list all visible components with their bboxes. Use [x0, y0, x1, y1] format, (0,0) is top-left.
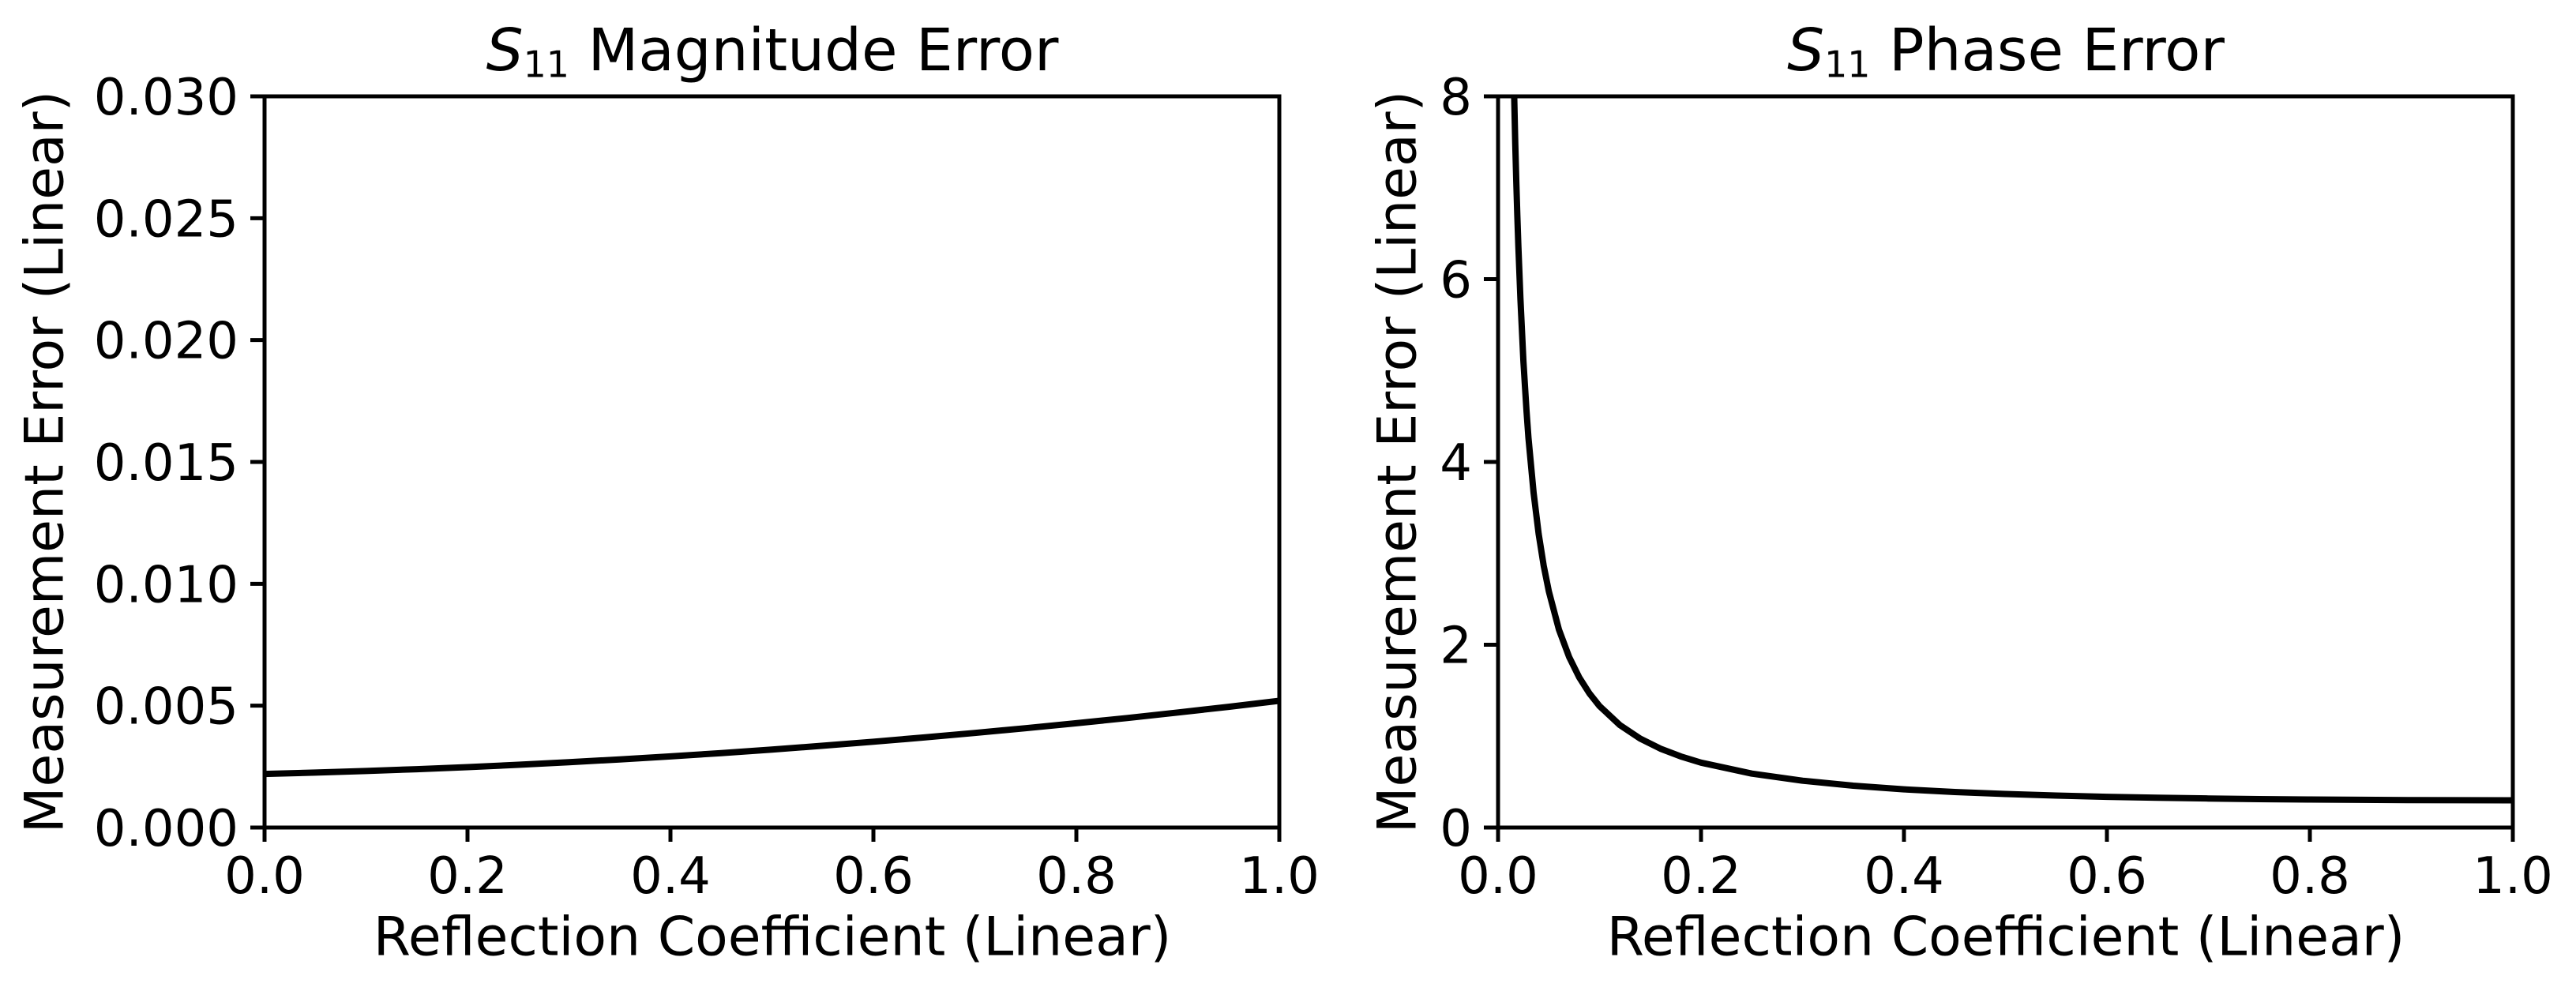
x-tick-label: 0.2	[1661, 847, 1741, 906]
chart1-x-axis-label: Reflection Coefficient (Linear)	[373, 906, 1172, 969]
x-tick-label: 1.0	[2473, 847, 2553, 906]
y-tick-label: 0.025	[94, 190, 238, 249]
x-tick-label: 0.0	[224, 847, 305, 906]
chart2-title-subscript: 11	[1824, 43, 1871, 86]
chart1-y-axis-label: Measurement Error (Linear)	[13, 90, 77, 834]
y-tick-label: 8	[1440, 69, 1472, 127]
y-tick-label: 0.000	[94, 800, 238, 858]
chart2-title: S11 Phase Error	[1787, 17, 2225, 86]
y-tick-label: 0.010	[94, 556, 238, 614]
y-tick-label: 0.015	[94, 434, 238, 493]
x-tick-label: 0.2	[427, 847, 508, 906]
x-tick-label: 0.8	[2270, 847, 2350, 906]
plot-border	[1496, 94, 2515, 830]
chart2-title-text: Phase Error	[1870, 17, 2225, 84]
y-tick-label: 4	[1440, 434, 1472, 493]
y-tick-label: 6	[1440, 252, 1472, 310]
x-tick-label: 0.8	[1036, 847, 1117, 906]
y-tick-label: 0.005	[94, 678, 238, 737]
y-tick-label: 2	[1440, 617, 1472, 676]
chart1-title-symbol: S	[486, 17, 524, 84]
x-tick-label: 1.0	[1239, 847, 1320, 906]
x-tick-label: 0.6	[2067, 847, 2147, 906]
y-tick-label: 0	[1440, 800, 1472, 858]
series-line-magnitude_error	[265, 697, 1279, 778]
chart2-x-axis-label: Reflection Coefficient (Linear)	[1606, 906, 2405, 969]
x-tick-label: 0.0	[1458, 847, 1538, 906]
chart1-title-subscript: 11	[523, 43, 569, 86]
y-tick-label: 0.030	[94, 69, 238, 127]
chart1-title-text: Magnitude Error	[569, 17, 1059, 84]
chart2-y-axis-label: Measurement Error (Linear)	[1366, 90, 1429, 834]
x-tick-label: 0.4	[1864, 847, 1944, 906]
series-line-phase_error	[1511, 96, 2513, 804]
chart1-title: S11 Magnitude Error	[486, 17, 1059, 86]
x-tick-label: 0.6	[833, 847, 914, 906]
x-tick-label: 0.4	[630, 847, 711, 906]
y-tick-label: 0.020	[94, 313, 238, 371]
chart2-title-symbol: S	[1787, 17, 1825, 84]
